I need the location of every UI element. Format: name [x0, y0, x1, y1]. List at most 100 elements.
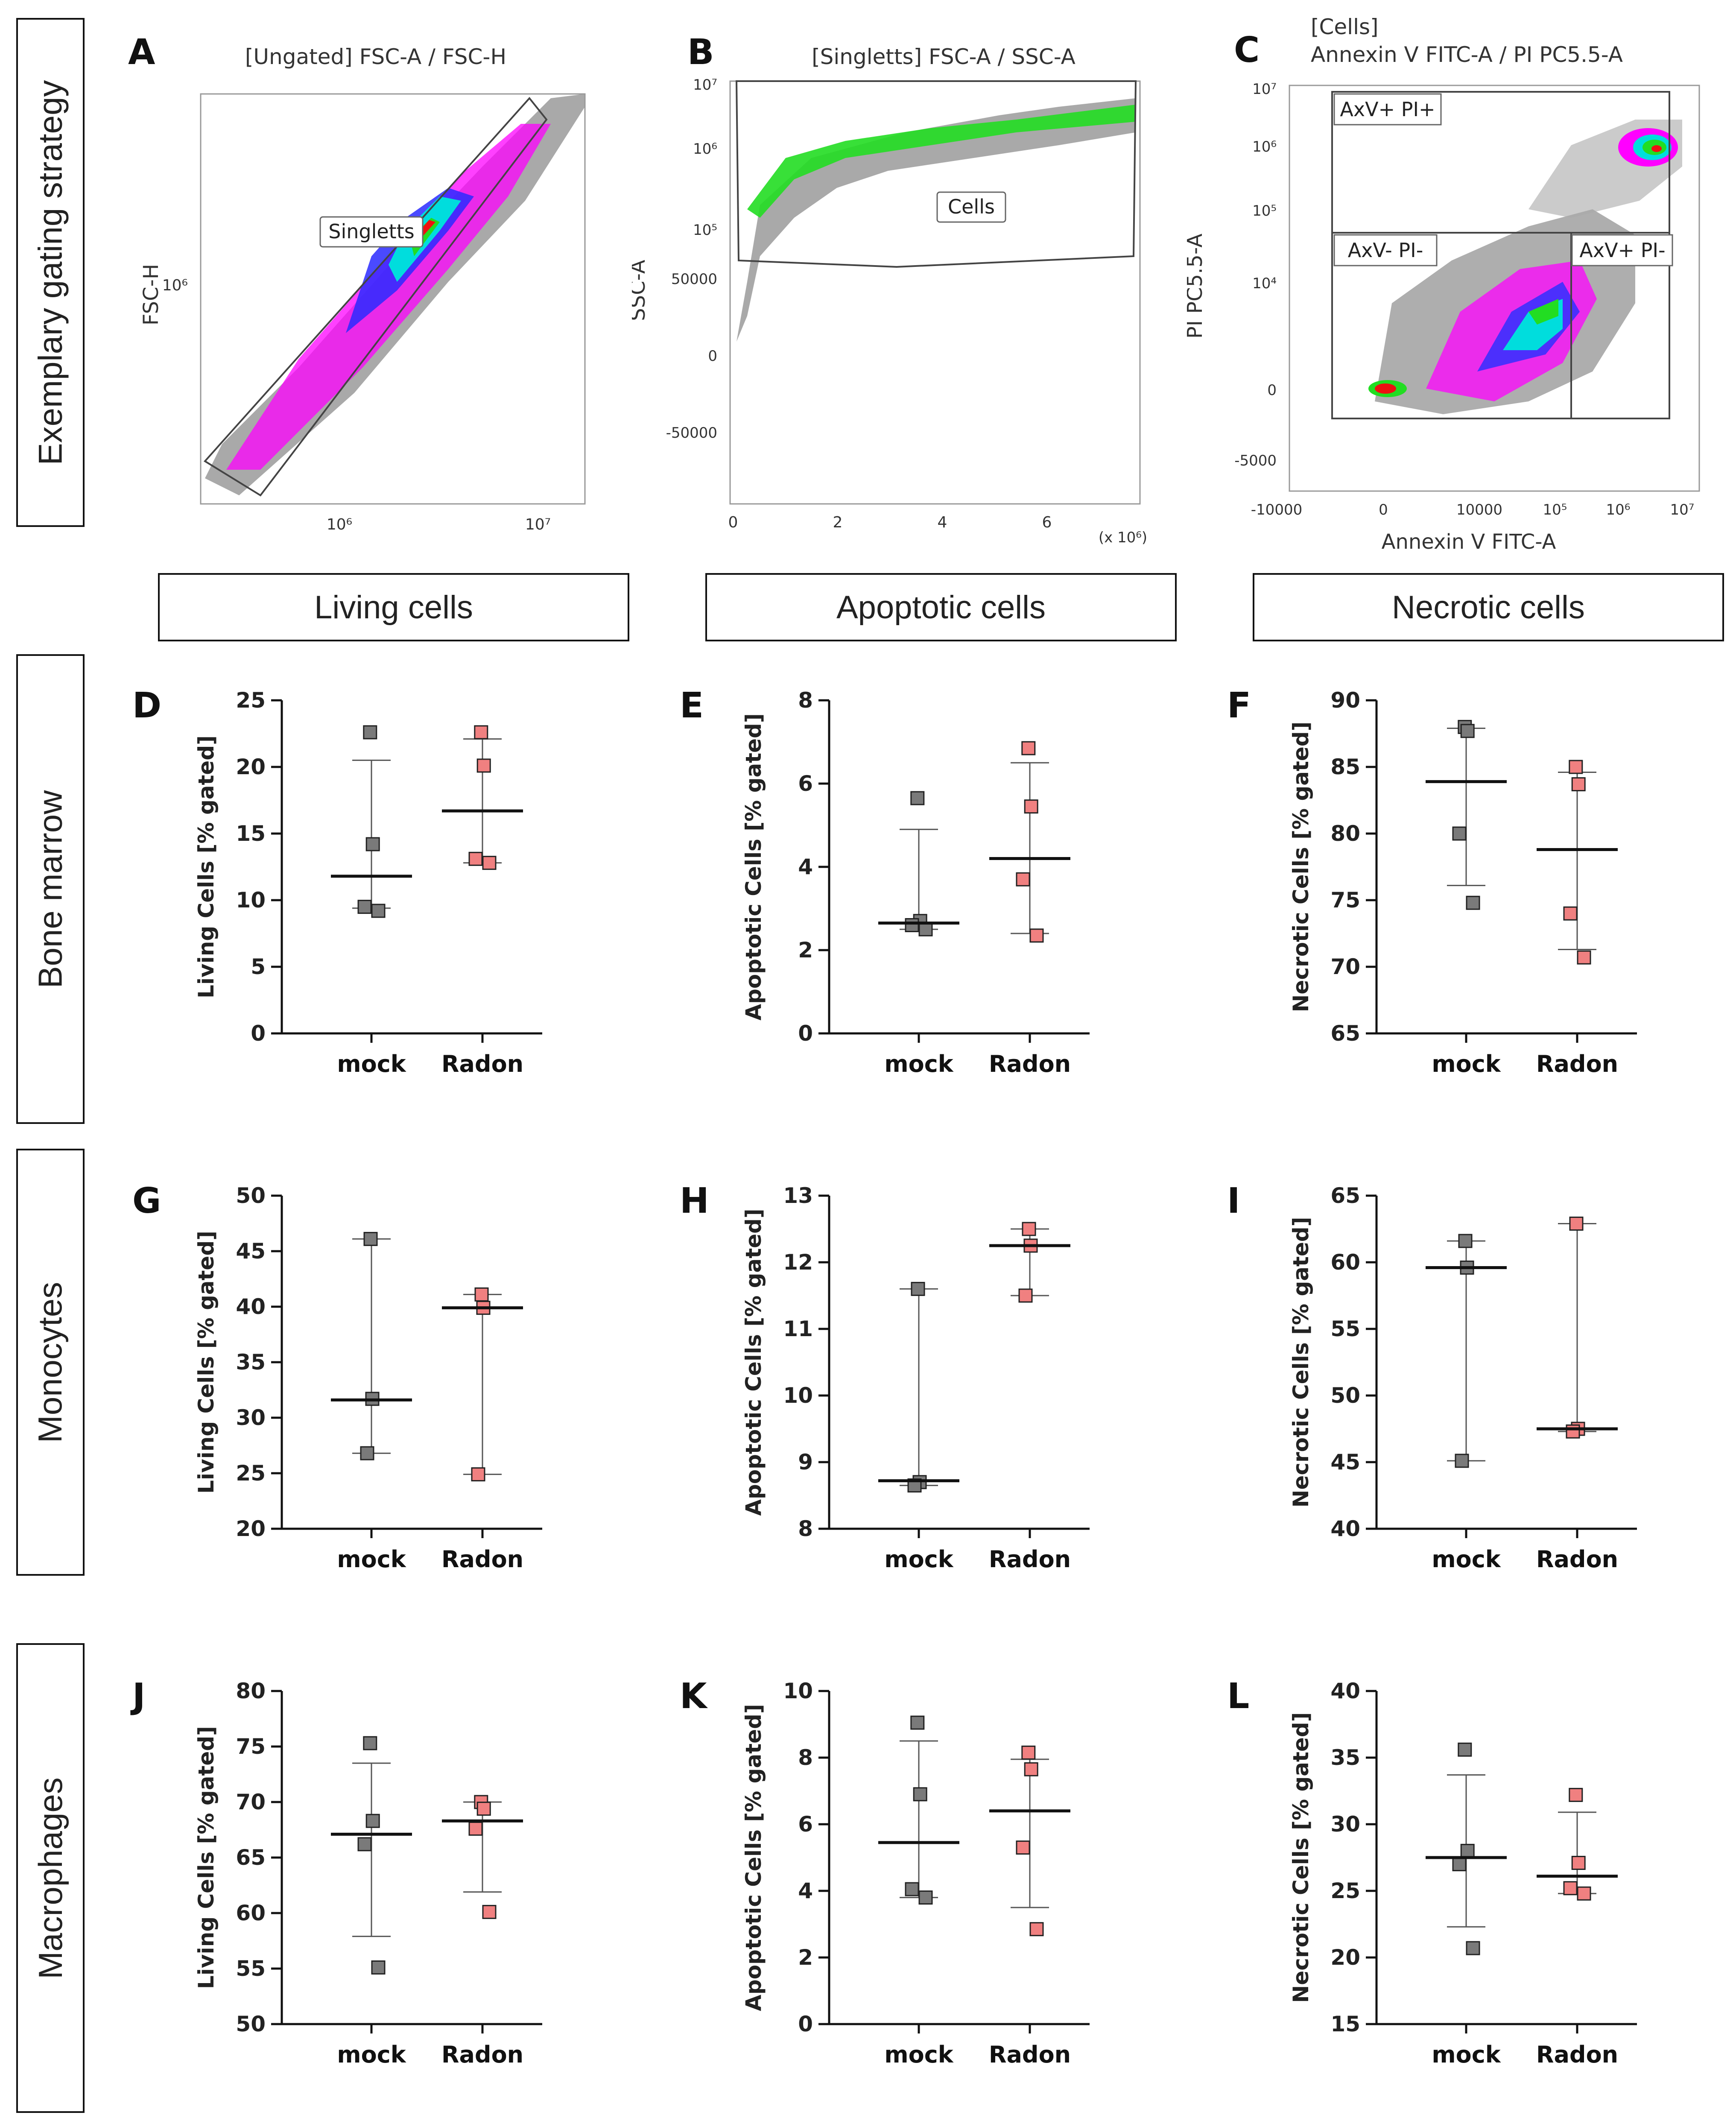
y-tick-label: 15 [1330, 2012, 1360, 2036]
data-point [1563, 906, 1578, 921]
y-tick-label: 50 [236, 1183, 266, 1208]
data-point [1460, 1843, 1475, 1858]
x-tick-label: Radon [441, 1050, 523, 1077]
y-tick-label: 50 [1330, 1383, 1360, 1408]
y-tick-label: 20 [236, 755, 266, 779]
y-axis-label: Living Cells [% gated] [194, 1231, 219, 1494]
y-tick-label: 60 [236, 1901, 266, 1925]
col-label-living: Living cells [158, 573, 629, 641]
chart-j: J Living Cells [% gated] 50 55 60 65 70 75 80 moc… [130, 1676, 542, 2068]
data-point [357, 1837, 372, 1852]
y-tick-label: 10⁴ [1252, 275, 1277, 292]
chart-f: F Necrotic Cells [% gated] 65 70 75 80 85 90 moc… [1227, 685, 1637, 1077]
y-tick-label: 65 [236, 1845, 266, 1870]
y-axis-label: SSC-A [632, 260, 650, 321]
y-tick-label: 0 [708, 348, 717, 365]
gate-label: Cells [948, 195, 995, 218]
data-point [1466, 1941, 1480, 1955]
quadrant-gate-lower [1331, 232, 1670, 419]
gate-label-box [319, 216, 424, 248]
data-point [357, 900, 372, 914]
flow-title: [Singletts] FSC-A / SSC-A [812, 44, 1076, 69]
data-point [1029, 1922, 1044, 1937]
y-tick-label: 90 [1330, 688, 1360, 713]
y-tick-label: 6 [798, 771, 813, 796]
y-tick-label: 0 [251, 1021, 266, 1046]
x-tick-label: Radon [1536, 2041, 1618, 2068]
y-tick-label: 10⁷ [693, 76, 717, 94]
panel-letter: H [680, 1181, 709, 1221]
x-tick-label: Radon [441, 2041, 523, 2068]
panel-letter: K [680, 1676, 708, 1717]
panel-letter: L [1227, 1676, 1249, 1717]
data-point [1466, 895, 1480, 910]
quadrant-label: AxV+ PI- [1579, 239, 1665, 262]
data-point [1460, 724, 1475, 738]
x-tick-label: mock [884, 2041, 953, 2068]
row-label-bone-marrow-text: Bone marrow [31, 790, 69, 988]
y-tick-label: 0 [1267, 382, 1277, 399]
data-point [1566, 1424, 1580, 1439]
y-tick-label: 80 [1330, 821, 1360, 846]
y-tick-label: 9 [798, 1450, 813, 1475]
quadrant-label-box [1333, 234, 1438, 266]
y-tick-label: 10⁵ [693, 222, 717, 239]
quadrant-label: AxV+ PI+ [1340, 98, 1435, 121]
y-tick-label: 55 [236, 1956, 266, 1981]
y-axis-label: Necrotic Cells [% gated] [1289, 1217, 1313, 1508]
y-tick-label: 80 [236, 1679, 266, 1703]
row-label-macrophages-text: Macrophages [31, 1777, 69, 1979]
y-tick-label: 8 [798, 1516, 813, 1541]
y-tick-label: 12 [783, 1250, 813, 1275]
y-tick-label: 0 [798, 2012, 813, 2036]
y-tick-label: 25 [236, 688, 266, 713]
y-tick-label: 2 [798, 1945, 813, 1970]
y-tick-label: 35 [236, 1350, 266, 1375]
y-tick-label: 10⁷ [1252, 81, 1277, 98]
panel-letter: J [130, 1676, 146, 1717]
data-point [476, 1802, 491, 1816]
y-tick-label: 70 [236, 1790, 266, 1814]
data-point [1018, 1288, 1033, 1303]
y-tick-label: 20 [1330, 1945, 1360, 1970]
quadrant-label-box [1333, 93, 1442, 126]
y-tick-label: 11 [783, 1317, 813, 1341]
y-tick-label: 10 [236, 888, 266, 913]
y-tick-label: 40 [1330, 1516, 1360, 1541]
y-tick-label: 75 [1330, 888, 1360, 913]
x-tick-label: -10000 [1251, 501, 1302, 518]
flow-panel-b: B [Singletts] FSC-A / SSC-A SSC-A 10⁷ 10… [632, 32, 1147, 546]
chart-i: I Necrotic Cells [% gated] 40 45 50 55 60 65 moc… [1227, 1181, 1637, 1573]
y-tick-label: 10⁶ [693, 140, 717, 158]
y-tick-label: 20 [236, 1516, 266, 1541]
data-point [1577, 1886, 1591, 1901]
flow-panel-a: A [Ungated] FSC-A / FSC-H FSC-H 10⁶ 10⁶ … [128, 32, 586, 533]
quadrant-label-box [1571, 234, 1673, 266]
panel-letter: B [687, 32, 714, 73]
flow-title: [Cells] [1311, 15, 1379, 39]
x-tick-label: Radon [989, 2041, 1071, 2068]
x-tick-label: mock [1432, 1546, 1501, 1573]
flow-title: [Ungated] FSC-A / FSC-H [245, 44, 506, 69]
y-tick-label: 10⁵ [1252, 202, 1277, 219]
data-point [1452, 1857, 1467, 1872]
panel-letter: C [1234, 30, 1260, 70]
data-point [482, 1905, 497, 1919]
y-tick-label: 10⁶ [162, 277, 188, 294]
x-tick-label: Radon [989, 1546, 1071, 1573]
x-tick-label: 10⁶ [327, 516, 352, 533]
data-point [1022, 1222, 1036, 1236]
col-label-apoptotic: Apoptotic cells [705, 573, 1177, 641]
x-axis-multiplier: (x 10⁶) [1099, 529, 1147, 546]
y-axis-label: Living Cells [% gated] [194, 1726, 219, 1989]
data-point [905, 918, 919, 932]
quadrant-label: AxV- PI- [1348, 239, 1423, 262]
y-tick-label: 40 [236, 1294, 266, 1319]
x-tick-label: mock [337, 1050, 406, 1077]
data-point [910, 1715, 925, 1730]
data-point [1458, 1742, 1472, 1757]
y-axis-label: Apoptotic Cells [% gated] [741, 1208, 766, 1516]
data-point [1016, 1840, 1030, 1855]
data-point [1577, 950, 1591, 965]
data-point [1571, 777, 1586, 792]
